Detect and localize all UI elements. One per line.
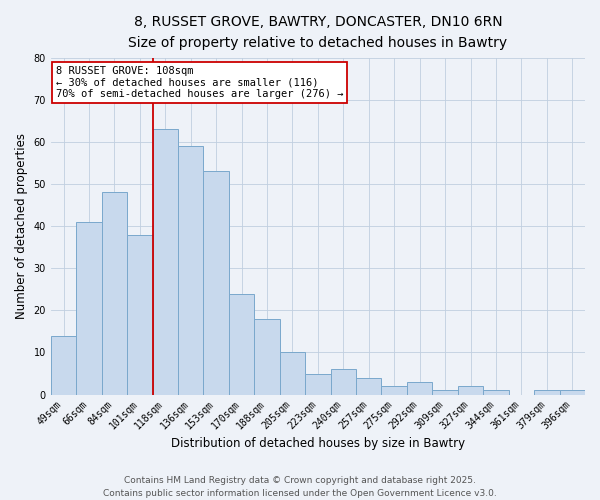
Bar — [331, 370, 356, 394]
Bar — [458, 386, 483, 394]
Bar — [229, 294, 254, 394]
Bar — [382, 386, 407, 394]
X-axis label: Distribution of detached houses by size in Bawtry: Distribution of detached houses by size … — [171, 437, 465, 450]
Bar — [407, 382, 433, 394]
Text: Contains HM Land Registry data © Crown copyright and database right 2025.
Contai: Contains HM Land Registry data © Crown c… — [103, 476, 497, 498]
Bar — [560, 390, 585, 394]
Y-axis label: Number of detached properties: Number of detached properties — [15, 133, 28, 319]
Bar — [280, 352, 305, 395]
Bar — [254, 319, 280, 394]
Bar — [305, 374, 331, 394]
Bar — [178, 146, 203, 394]
Bar — [356, 378, 382, 394]
Bar — [433, 390, 458, 394]
Bar — [101, 192, 127, 394]
Bar — [483, 390, 509, 394]
Title: 8, RUSSET GROVE, BAWTRY, DONCASTER, DN10 6RN
Size of property relative to detach: 8, RUSSET GROVE, BAWTRY, DONCASTER, DN10… — [128, 15, 508, 50]
Bar — [152, 130, 178, 394]
Text: 8 RUSSET GROVE: 108sqm
← 30% of detached houses are smaller (116)
70% of semi-de: 8 RUSSET GROVE: 108sqm ← 30% of detached… — [56, 66, 344, 100]
Bar — [534, 390, 560, 394]
Bar — [51, 336, 76, 394]
Bar — [127, 234, 152, 394]
Bar — [76, 222, 101, 394]
Bar — [203, 172, 229, 394]
